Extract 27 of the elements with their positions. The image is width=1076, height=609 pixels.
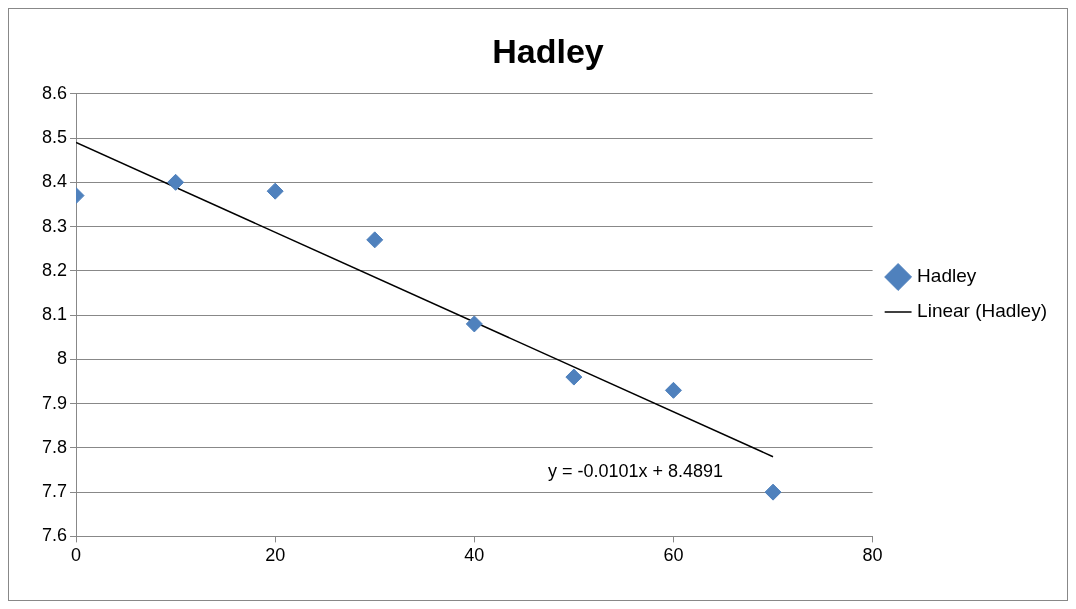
x-tick-label: 0 — [71, 545, 82, 566]
y-tick-label: 8.2 — [41, 259, 68, 280]
y-tick-label: 8.4 — [41, 171, 68, 192]
point — [366, 231, 384, 249]
y-tick-label: 8.6 — [41, 82, 68, 103]
point — [565, 368, 583, 386]
legend-label: Linear (Hadley) — [917, 300, 1048, 322]
point — [266, 182, 284, 200]
x-tick-label: 80 — [862, 545, 883, 566]
y-tick-label: 7.8 — [41, 436, 68, 457]
x-tick-label: 20 — [265, 545, 286, 566]
point — [167, 173, 185, 191]
y-tick-label: 8 — [57, 348, 68, 369]
point — [764, 483, 782, 501]
y-tick-label: 8.3 — [41, 215, 68, 236]
annotation: y = -0.0101x + 8.4891 — [547, 460, 724, 481]
y-tick-label: 8.5 — [41, 127, 68, 148]
legend-label: Hadley — [917, 265, 977, 287]
y-tick-label: 7.9 — [41, 392, 68, 413]
point — [664, 381, 682, 399]
point — [465, 315, 483, 333]
x-tick-label: 60 — [663, 545, 684, 566]
x-tick-label: 40 — [464, 545, 485, 566]
y-tick-label: 7.7 — [41, 481, 68, 502]
y-tick-label: 7.6 — [41, 525, 68, 546]
chart-title: Hadley — [492, 31, 604, 70]
y-tick-label: 8.1 — [41, 304, 68, 325]
